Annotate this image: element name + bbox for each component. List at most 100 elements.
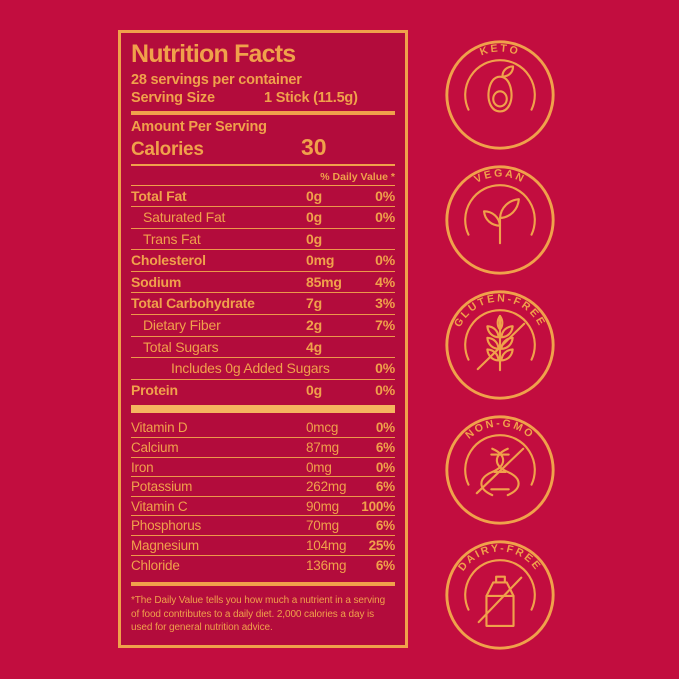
nutrient-row: Total Fat 0g 0% — [131, 186, 395, 208]
micronutrient-amount: 0mg — [306, 459, 332, 475]
micronutrient-row: Magnesium 104mg 25% — [131, 536, 395, 556]
divider-footnote — [131, 582, 395, 587]
nutrient-amount: 2g — [306, 317, 322, 334]
micronutrient-name: Calcium — [131, 440, 179, 456]
nutrient-row: Saturated Fat 0g 0% — [131, 207, 395, 229]
nutrient-daily-value: 4% — [375, 273, 395, 290]
micronutrient-name: Vitamin C — [131, 498, 188, 514]
badge-label: NON-GMO — [463, 417, 537, 441]
nutrient-amount: 0g — [306, 381, 322, 398]
divider-medium — [131, 110, 395, 115]
micronutrient-daily-value: 100% — [361, 498, 395, 514]
micronutrient-amount: 90mg — [306, 498, 339, 514]
micronutrient-name: Vitamin D — [131, 420, 188, 436]
nutrient-amount: 7g — [306, 295, 322, 312]
nutrient-name: Trans Fat — [143, 230, 201, 247]
nutrition-facts-title: Nutrition Facts — [131, 40, 296, 68]
nutrient-row: Trans Fat 0g — [131, 229, 395, 251]
nutrient-row: Cholesterol 0mg 0% — [131, 250, 395, 272]
nutrient-row: Total Carbohydrate 7g 3% — [131, 293, 395, 316]
serving-size-row: Serving Size 1 Stick (11.5g) — [131, 90, 395, 106]
nutrient-daily-value: 0% — [375, 187, 395, 204]
divider-thin — [131, 163, 395, 166]
nutrient-amount: 0mg — [306, 252, 335, 269]
badge-dairy-free: DAIRY-FREE — [442, 537, 558, 653]
amount-per-serving-label: Amount Per Serving — [131, 118, 267, 135]
divider-thick — [131, 405, 395, 414]
servings-per-container: 28 servings per container — [131, 71, 302, 88]
micronutrient-row: Potassium 262mg 6% — [131, 477, 395, 497]
dna-crossed-icon: NON-GMO — [445, 415, 555, 525]
nutrient-row: Dietary Fiber 2g 7% — [131, 315, 395, 337]
nutrient-amount: 0g — [306, 187, 322, 204]
nutrient-name: Saturated Fat — [143, 209, 226, 226]
micronutrient-daily-value: 6% — [375, 479, 395, 495]
micronutrient-row: Iron 0mg 0% — [131, 458, 395, 478]
serving-size-label: Serving Size — [131, 89, 215, 106]
wheat-crossed-icon: GLUTEN-FREE — [445, 290, 555, 400]
micronutrient-daily-value: 25% — [368, 538, 396, 553]
nutrient-name: Protein — [131, 381, 178, 398]
micronutrient-daily-value: 6% — [375, 557, 395, 573]
badge-gluten-free: GLUTEN-FREE — [442, 287, 558, 403]
micronutrient-name: Magnesium — [131, 538, 199, 553]
micronutrient-amount: 104mg — [306, 538, 347, 553]
nutrient-daily-value: 0% — [375, 381, 395, 398]
nutrient-name: Includes 0g Added Sugars — [171, 360, 330, 377]
nutrient-row: Protein 0g 0% — [131, 380, 395, 402]
nutrient-table: Total Fat 0g 0% Saturated Fat 0g 0% Trans Fat 0… — [131, 186, 395, 402]
nutrient-daily-value: 0% — [375, 360, 395, 377]
micronutrient-row: Calcium 87mg 6% — [131, 438, 395, 458]
micronutrient-name: Phosphorus — [131, 518, 202, 534]
nutrient-daily-value: 0% — [375, 252, 395, 269]
nutrient-name: Total Fat — [131, 187, 187, 204]
micronutrient-daily-value: 0% — [375, 459, 395, 475]
badge-label: KETO — [478, 42, 521, 58]
micronutrient-row: Vitamin D 0mcg 0% — [131, 418, 395, 439]
avocado-icon: KETO — [445, 40, 555, 150]
calories-row: Calories 30 — [131, 134, 395, 161]
micronutrient-row: Phosphorus 70mg 6% — [131, 516, 395, 536]
nutrition-facts-panel: Nutrition Facts 28 servings per containe… — [118, 30, 408, 648]
serving-size-value: 1 Stick (11.5g) — [264, 89, 358, 106]
nutrient-amount: 85mg — [306, 273, 342, 290]
nutrient-name: Cholesterol — [131, 252, 206, 269]
badge-non-gmo: NON-GMO — [442, 412, 558, 528]
micronutrient-daily-value: 6% — [375, 440, 395, 456]
micronutrient-name: Potassium — [131, 479, 193, 495]
micronutrient-amount: 70mg — [306, 518, 339, 534]
nutrient-daily-value: 0% — [375, 209, 395, 226]
micronutrient-daily-value: 6% — [375, 518, 395, 534]
calories-value: 30 — [301, 133, 327, 160]
calories-label: Calories — [131, 138, 204, 160]
nutrient-amount: 0g — [306, 230, 322, 247]
micronutrient-row: Chloride 136mg 6% — [131, 556, 395, 576]
daily-value-header: % Daily Value * — [131, 168, 395, 186]
nutrient-daily-value: 7% — [375, 317, 395, 334]
badge-vegan: VEGAN — [442, 162, 558, 278]
nutrient-name: Dietary Fiber — [143, 317, 221, 334]
nutrient-amount: 4g — [306, 338, 322, 355]
nutrient-row: Sodium 85mg 4% — [131, 272, 395, 294]
nutrient-name: Total Carbohydrate — [131, 295, 255, 312]
nutrient-amount: 0g — [306, 209, 322, 226]
micronutrient-name: Chloride — [131, 557, 180, 573]
nutrient-row: Total Sugars 4g — [131, 337, 395, 359]
micronutrient-row: Vitamin C 90mg 100% — [131, 497, 395, 517]
micronutrient-amount: 0mcg — [306, 420, 339, 436]
nutrient-name: Total Sugars — [143, 338, 219, 355]
micronutrient-amount: 87mg — [306, 440, 339, 456]
micronutrient-amount: 136mg — [306, 557, 347, 573]
micronutrient-daily-value: 0% — [375, 420, 395, 436]
milk-carton-crossed-icon: DAIRY-FREE — [445, 540, 555, 650]
micronutrient-name: Iron — [131, 459, 154, 475]
micronutrient-table: Vitamin D 0mcg 0% Calcium 87mg 6% Iron 0mg 0% Pot… — [131, 418, 395, 575]
badge-label: DAIRY-FREE — [456, 542, 544, 573]
micronutrient-amount: 262mg — [306, 479, 347, 495]
daily-value-footnote: *The Daily Value tells you how much a nu… — [131, 595, 386, 634]
nutrient-name: Sodium — [131, 273, 182, 290]
sprout-icon: VEGAN — [445, 165, 555, 275]
nutrient-daily-value: 3% — [375, 295, 395, 312]
badge-keto: KETO — [442, 37, 558, 153]
